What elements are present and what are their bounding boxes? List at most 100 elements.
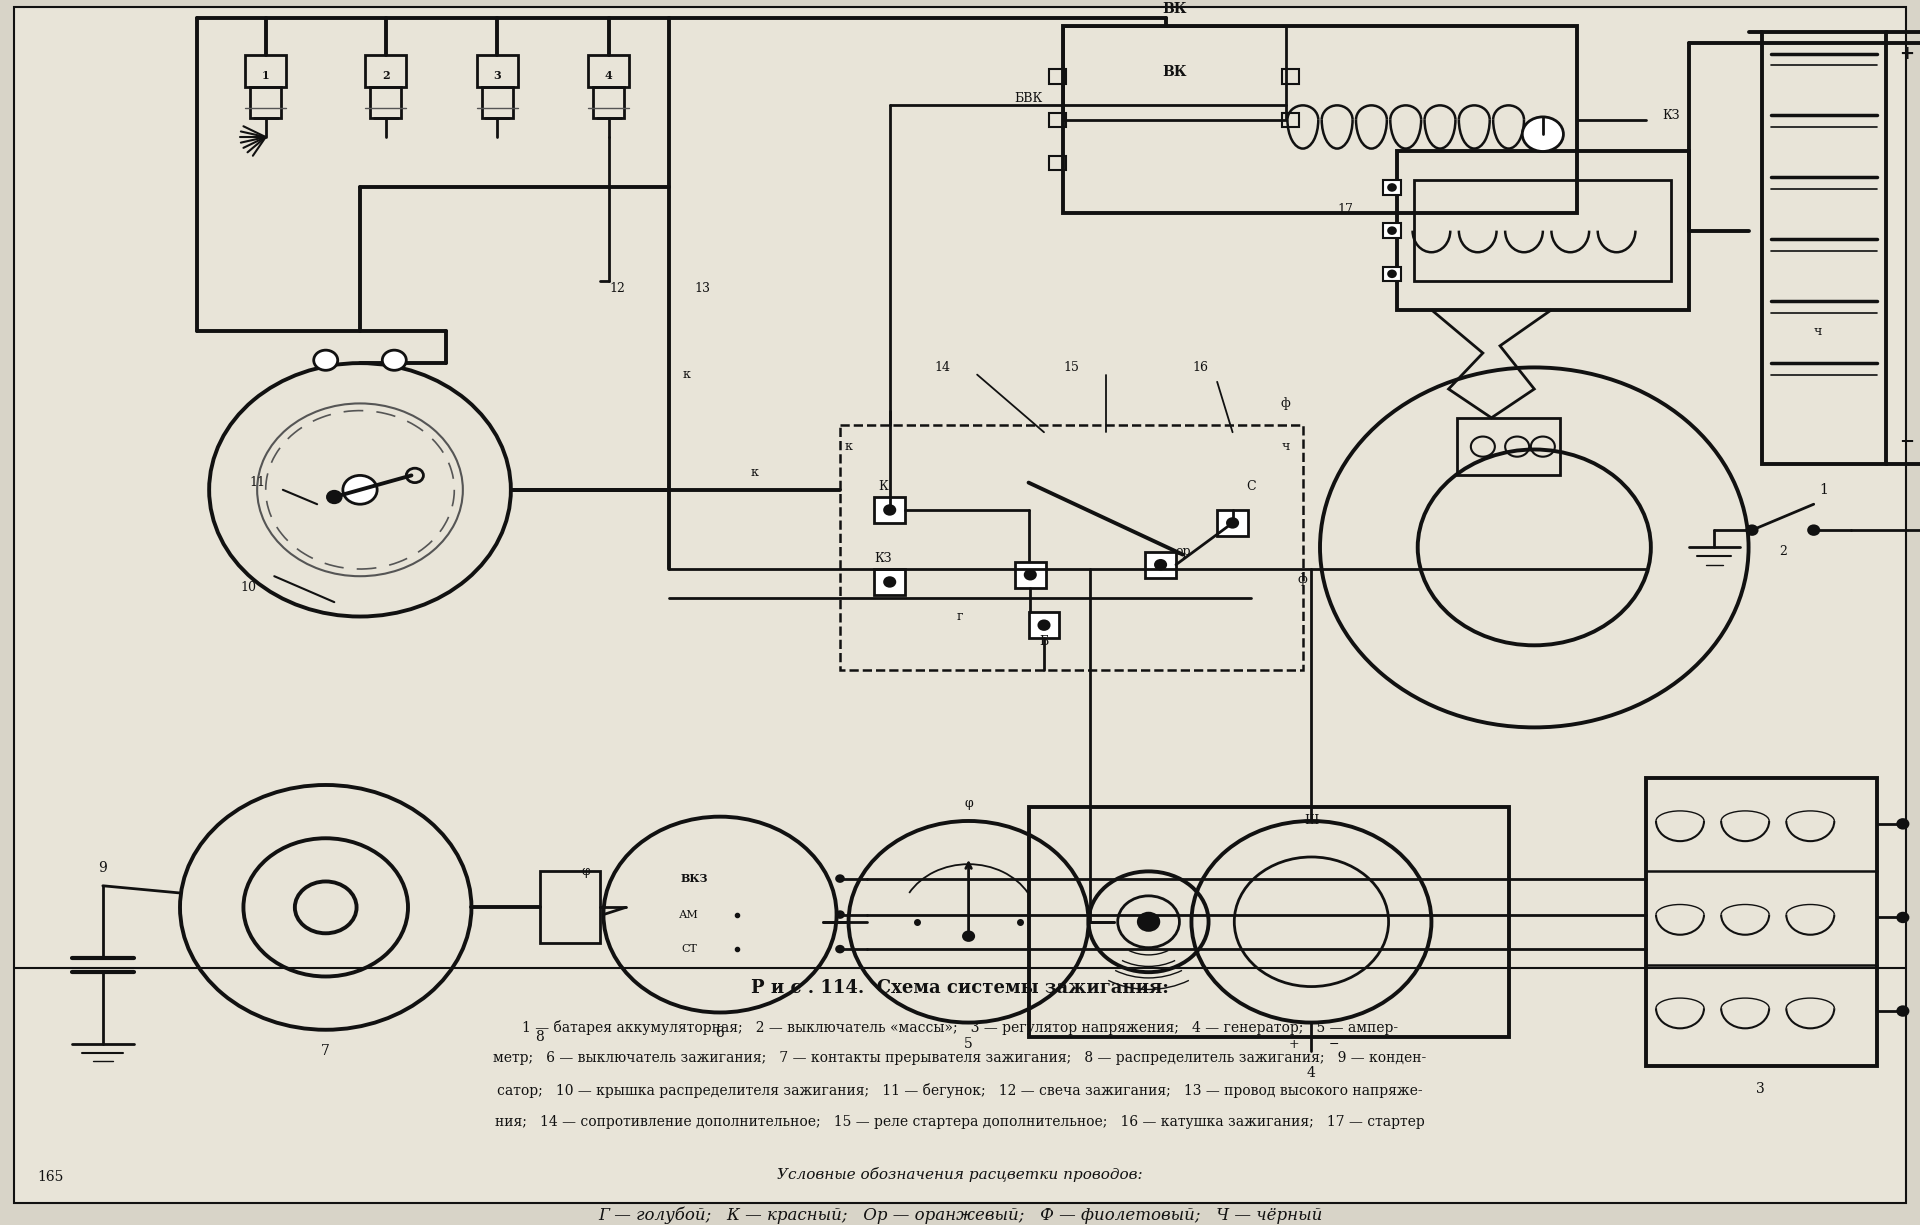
Bar (593, 87, 624, 119)
Bar (365, 55, 407, 87)
Circle shape (964, 932, 973, 941)
Circle shape (1025, 571, 1035, 579)
Bar (1457, 418, 1559, 475)
Bar (1029, 806, 1509, 1038)
Text: 17: 17 (1338, 202, 1354, 216)
Text: 1: 1 (1820, 483, 1828, 497)
Text: 1 — батарея аккумуляторная;   2 — выключатель «массы»;   3 — регулятор напряжени: 1 — батарея аккумуляторная; 2 — выключат… (522, 1019, 1398, 1035)
Bar (1283, 70, 1300, 83)
Text: СТ: СТ (682, 944, 697, 954)
Text: КЗ: КЗ (874, 552, 891, 566)
Text: φ: φ (582, 865, 591, 878)
Bar (1398, 152, 1688, 310)
Text: 4: 4 (605, 70, 612, 81)
Text: 1: 1 (261, 70, 269, 81)
Bar (1384, 223, 1400, 238)
Text: 12: 12 (609, 282, 626, 295)
Circle shape (1039, 621, 1048, 630)
Bar (1029, 612, 1060, 638)
Bar (1048, 156, 1066, 170)
Circle shape (885, 578, 895, 587)
Bar (588, 55, 630, 87)
Text: БВК: БВК (1014, 92, 1043, 104)
Text: к: к (682, 369, 689, 381)
Text: метр;   6 — выключатель зажигания;   7 — контакты прерывателя зажигания;   8 — р: метр; 6 — выключатель зажигания; 7 — кон… (493, 1051, 1427, 1066)
Text: КЗ: КЗ (1663, 109, 1680, 122)
Text: 2: 2 (1780, 545, 1788, 559)
Text: 3: 3 (493, 70, 501, 81)
Text: Г — голубой;   К — красный;   Ор — оранжевый;   Ф — фиолетовый;   Ч — чёрный: Г — голубой; К — красный; Ор — оранжевый… (597, 1207, 1323, 1224)
Text: г: г (956, 610, 964, 624)
Text: К: К (877, 480, 887, 494)
Circle shape (1809, 526, 1818, 534)
Bar (250, 87, 280, 119)
Bar (1283, 113, 1300, 127)
Bar (1415, 180, 1672, 281)
Circle shape (328, 491, 342, 502)
Bar (482, 87, 513, 119)
Bar (1384, 267, 1400, 281)
Bar (1064, 26, 1286, 120)
Text: +: + (1288, 1038, 1300, 1051)
Text: 8: 8 (536, 1030, 545, 1044)
Circle shape (1388, 271, 1396, 277)
Text: ф: ф (1298, 572, 1308, 586)
Circle shape (837, 911, 843, 918)
Text: 10: 10 (240, 581, 257, 594)
Bar (874, 568, 904, 595)
Bar (1217, 510, 1248, 535)
Text: Б: Б (1039, 635, 1048, 648)
Circle shape (1897, 913, 1908, 921)
Text: φ: φ (964, 797, 973, 810)
Bar (1144, 551, 1175, 578)
Bar (1048, 113, 1066, 127)
Text: −: − (1329, 1038, 1338, 1051)
Circle shape (837, 946, 843, 952)
Bar (841, 425, 1304, 670)
Bar (1645, 778, 1878, 1066)
Circle shape (1156, 560, 1165, 568)
Circle shape (1139, 913, 1160, 931)
Circle shape (1897, 820, 1908, 828)
Circle shape (1227, 518, 1238, 527)
Text: +: + (1899, 44, 1914, 62)
Text: 7: 7 (321, 1045, 330, 1058)
Circle shape (1388, 228, 1396, 234)
Text: ор: ор (1175, 545, 1190, 559)
Circle shape (313, 350, 338, 370)
Text: к: к (751, 466, 758, 479)
Bar (1384, 180, 1400, 195)
Circle shape (344, 475, 376, 505)
Text: сатор;   10 — крышка распределителя зажигания;   11 — бегунок;   12 — свеча зажи: сатор; 10 — крышка распределителя зажига… (497, 1083, 1423, 1098)
Text: ч: ч (1281, 440, 1290, 453)
Circle shape (1388, 185, 1396, 190)
Text: ВК: ВК (1162, 2, 1187, 16)
Text: 3: 3 (1757, 1082, 1764, 1096)
Text: 5: 5 (964, 1038, 973, 1051)
Text: 16: 16 (1192, 361, 1208, 374)
Bar (1064, 26, 1576, 213)
Bar (1048, 70, 1066, 83)
Circle shape (1897, 1007, 1908, 1016)
Circle shape (1523, 116, 1563, 152)
Text: С: С (1246, 480, 1256, 494)
Text: −: − (1899, 434, 1914, 451)
Text: ВКЗ: ВКЗ (680, 873, 708, 884)
Text: 9: 9 (98, 861, 108, 876)
Bar (371, 87, 401, 119)
Circle shape (885, 506, 895, 514)
Text: 165: 165 (38, 1170, 63, 1183)
Text: ния;   14 — сопротивление дополнительное;   15 — реле стартера дополнительное;  : ния; 14 — сопротивление дополнительное; … (495, 1115, 1425, 1128)
Text: 15: 15 (1064, 361, 1079, 374)
Text: АМ: АМ (680, 910, 699, 920)
Bar (476, 55, 518, 87)
Text: 14: 14 (935, 361, 950, 374)
Bar (540, 871, 599, 943)
Bar (1763, 32, 1885, 464)
Bar (246, 55, 286, 87)
Circle shape (382, 350, 407, 370)
Text: Ш: Ш (1304, 815, 1319, 827)
Text: 4: 4 (1308, 1066, 1315, 1080)
Text: 13: 13 (695, 282, 710, 295)
Bar (1016, 562, 1046, 588)
